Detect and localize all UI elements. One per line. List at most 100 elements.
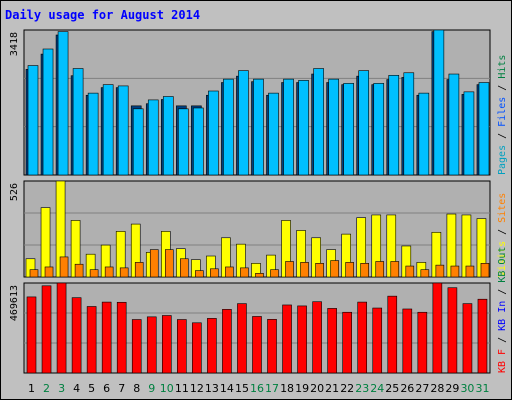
x-tick-label: 4 <box>73 382 80 395</box>
x-tick-label: 29 <box>445 382 459 395</box>
x-tick-label: 2 <box>43 382 50 395</box>
bar-kb <box>312 301 322 374</box>
y-max-label-bottom: 469613 <box>9 285 20 321</box>
legend-item: KB F <box>497 349 508 373</box>
bar-files <box>463 91 475 176</box>
bar-sites <box>104 266 114 278</box>
bar-kb <box>327 308 337 374</box>
bar-sites <box>435 264 445 278</box>
bar-kb <box>192 322 202 374</box>
bar-kb <box>252 316 262 374</box>
bar-sites <box>240 267 249 278</box>
x-tick-label: 9 <box>148 382 155 395</box>
bar-sites <box>375 261 385 278</box>
bar-files <box>298 80 309 176</box>
bar-sites <box>270 269 279 278</box>
bar-sites <box>480 263 490 278</box>
legend-item: Visits <box>497 241 508 277</box>
x-tick-label: 20 <box>310 382 324 395</box>
bar-files <box>208 90 219 176</box>
bar-sites <box>180 258 189 278</box>
bar-kb <box>101 301 112 374</box>
bar-sites <box>465 265 475 278</box>
bar-sites <box>119 267 129 278</box>
bar-sites <box>390 261 400 278</box>
bar-files <box>448 73 460 176</box>
bar-sites <box>450 265 460 278</box>
bar-files <box>478 82 490 176</box>
bar-files <box>72 68 84 176</box>
x-tick-label: 24 <box>370 382 384 395</box>
x-tick-label: 17 <box>265 382 279 395</box>
bar-kb <box>402 308 413 374</box>
bar-sites <box>315 263 324 278</box>
x-tick-label: 31 <box>475 382 489 395</box>
bar-kb <box>26 296 37 374</box>
bar-files <box>268 92 279 176</box>
bar-kb <box>372 307 383 374</box>
bar-files <box>388 75 400 176</box>
x-tick-label: 3 <box>58 382 65 395</box>
bar-kb <box>41 285 52 374</box>
bar-kb <box>71 297 82 374</box>
legend-item: KB Out <box>497 247 508 283</box>
bar-kb <box>207 318 217 374</box>
x-tick-label: 8 <box>133 382 140 395</box>
x-tick-label: 25 <box>385 382 399 395</box>
bar-sites <box>360 263 370 278</box>
x-tick-label: 22 <box>340 382 354 395</box>
bar-kb <box>357 301 368 374</box>
bar-sites <box>134 262 144 278</box>
x-tick-label: 14 <box>220 382 234 395</box>
bar-sites <box>300 262 309 278</box>
bar-sites <box>29 269 39 278</box>
bar-kb <box>161 315 172 374</box>
x-tick-label: 26 <box>400 382 414 395</box>
x-tick-label: 30 <box>460 382 474 395</box>
bar-files <box>328 78 339 176</box>
bar-sites <box>44 266 54 278</box>
bar-sites <box>420 269 430 278</box>
bar-sites <box>255 273 264 278</box>
x-tick-label: 7 <box>118 382 125 395</box>
bar-sites <box>210 268 219 278</box>
bar-files <box>403 72 415 176</box>
bar-files <box>313 68 324 176</box>
x-tick-label: 5 <box>88 382 95 395</box>
x-tick-label: 23 <box>355 382 369 395</box>
bar-sites <box>405 265 415 278</box>
bar-kb <box>116 301 127 374</box>
x-tick-label: 13 <box>205 382 219 395</box>
bar-files <box>42 48 54 176</box>
chart-title: Daily usage for August 2014 <box>5 8 201 22</box>
legend-item: KB In <box>497 301 508 331</box>
bar-visits <box>40 207 51 278</box>
x-tick-label: 18 <box>280 382 294 395</box>
bar-sites <box>149 249 159 278</box>
bar-kb <box>237 303 247 374</box>
bar-files <box>87 92 99 176</box>
bar-sites <box>225 266 234 278</box>
legend-top: Pages / Files / Hits <box>497 55 508 175</box>
bar-files <box>418 92 430 176</box>
bar-kb <box>146 316 157 374</box>
x-tick-label: 12 <box>190 382 204 395</box>
bar-files <box>433 29 445 176</box>
bar-sites <box>74 263 84 278</box>
bar-kb <box>342 311 352 374</box>
bar-files <box>193 107 204 176</box>
x-tick-label: 19 <box>295 382 309 395</box>
bar-sites <box>59 256 69 278</box>
bar-sites <box>345 262 354 278</box>
legend-item: Pages <box>497 145 508 175</box>
bar-sites <box>285 261 294 278</box>
x-tick-label: 16 <box>250 382 264 395</box>
bar-files <box>178 108 189 176</box>
bar-files <box>162 96 174 176</box>
bar-kb <box>177 319 187 374</box>
legend-item: Sites <box>497 193 508 223</box>
bar-files <box>358 70 370 176</box>
legend-middle: Visits / Sites <box>497 193 508 277</box>
bar-kb <box>282 304 292 374</box>
